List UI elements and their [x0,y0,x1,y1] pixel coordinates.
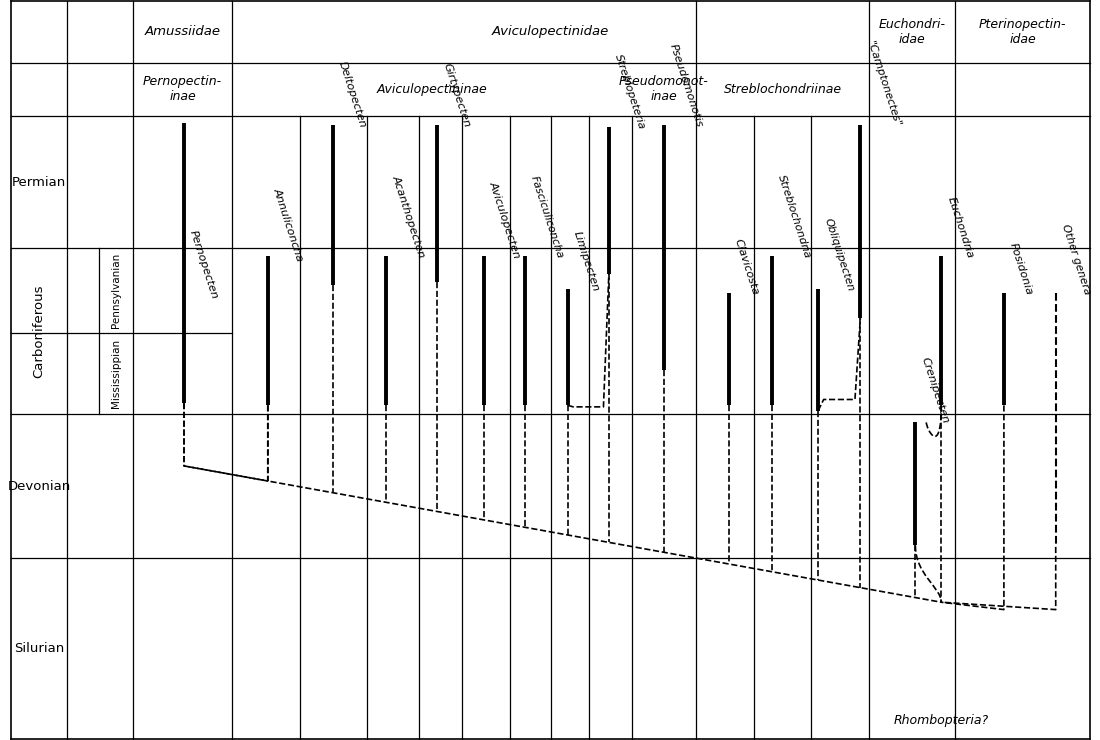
Text: Euchondria: Euchondria [946,195,975,260]
Text: Silurian: Silurian [14,642,64,655]
Text: Pernopectin-
inae: Pernopectin- inae [143,75,222,103]
Text: Streblochondria: Streblochondria [777,173,813,260]
Text: Carboniferous: Carboniferous [32,285,45,378]
Text: Pterinopectin-
idae: Pterinopectin- idae [979,18,1067,46]
Text: Pennsylvanian: Pennsylvanian [111,253,121,329]
Text: Posidonia: Posidonia [1009,241,1035,296]
Text: "Camptonectes": "Camptonectes" [865,41,902,129]
Text: Streblopeteria: Streblopeteria [613,53,647,130]
Text: Euchondri-
idae: Euchondri- idae [879,18,946,46]
Text: Pseudomonot-
inae: Pseudomonot- inae [619,75,708,103]
Text: Permian: Permian [12,175,66,189]
Text: Annuliconcha: Annuliconcha [272,187,306,263]
Text: Aviculopecten: Aviculopecten [488,180,522,260]
Text: Pseudomonotis: Pseudomonotis [668,43,705,129]
Text: Mississippian: Mississippian [111,339,121,408]
Text: Obliquipecten: Obliquipecten [823,217,856,292]
Text: Crenipecten: Crenipecten [920,357,950,426]
Text: Fasciculiconcha: Fasciculiconcha [529,174,565,260]
Text: Aviculopectininae: Aviculopectininae [376,83,487,95]
Text: Deltopecten: Deltopecten [337,60,367,129]
Text: Other genera: Other genera [1060,223,1092,296]
Text: Streblochondriinae: Streblochondriinae [724,83,842,95]
Text: Rhombopteria?: Rhombopteria? [893,713,989,727]
Text: Pernopecten: Pernopecten [188,229,220,300]
Text: Amussiidae: Amussiidae [144,25,220,38]
Text: Girtypecten: Girtypecten [441,62,472,129]
Text: Devonian: Devonian [8,480,70,493]
Text: Clavicosta: Clavicosta [733,238,760,296]
Text: Aviculopectinidae: Aviculopectinidae [492,25,609,38]
Text: Limipecten: Limipecten [572,229,601,292]
Text: Acanthopecten: Acanthopecten [390,175,427,260]
